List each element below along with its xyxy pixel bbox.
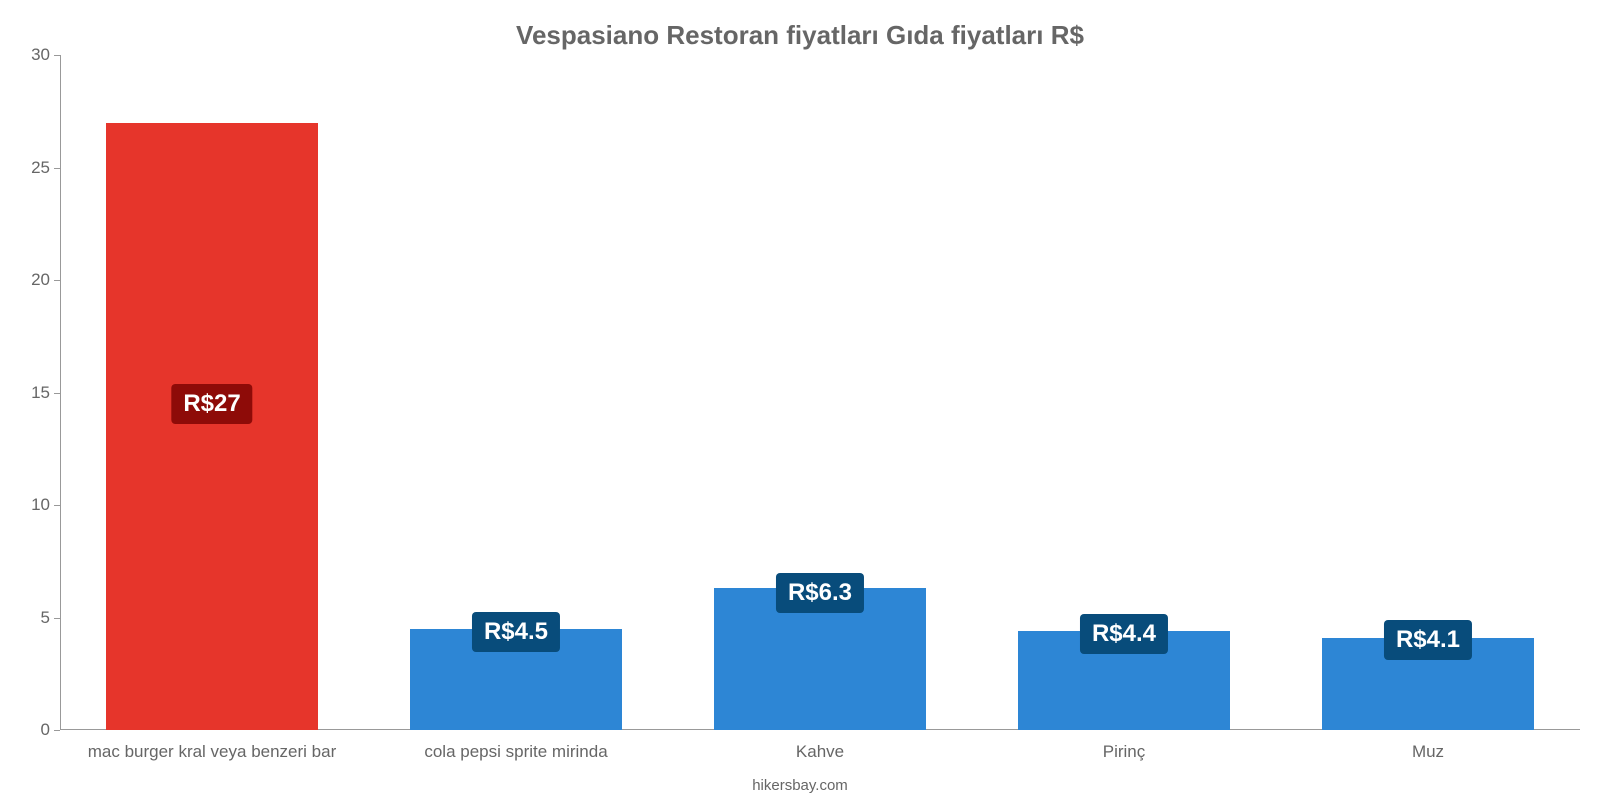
- bar-slot: R$6.3Kahve: [668, 55, 972, 730]
- price-bar-chart: Vespasiano Restoran fiyatları Gıda fiyat…: [0, 0, 1600, 800]
- bar-value-label: R$4.1: [1384, 620, 1472, 660]
- chart-title: Vespasiano Restoran fiyatları Gıda fiyat…: [0, 0, 1600, 51]
- bar-slot: R$4.4Pirinç: [972, 55, 1276, 730]
- x-tick-label: mac burger kral veya benzeri bar: [88, 730, 337, 762]
- bar-slot: R$27mac burger kral veya benzeri bar: [60, 55, 364, 730]
- bar-slot: R$4.5cola pepsi sprite mirinda: [364, 55, 668, 730]
- bar-value-label: R$6.3: [776, 573, 864, 613]
- y-tick-mark: [54, 730, 60, 731]
- bar-value-label: R$27: [171, 384, 252, 424]
- y-tick-mark: [54, 505, 60, 506]
- plot-area: R$27mac burger kral veya benzeri barR$4.…: [60, 55, 1580, 730]
- y-tick-mark: [54, 393, 60, 394]
- source-label: hikersbay.com: [0, 777, 1600, 794]
- y-tick-mark: [54, 55, 60, 56]
- bars-container: R$27mac burger kral veya benzeri barR$4.…: [60, 55, 1580, 730]
- x-tick-label: Pirinç: [1103, 730, 1146, 762]
- bar-value-label: R$4.5: [472, 612, 560, 652]
- bar: [106, 123, 319, 731]
- y-tick-mark: [54, 168, 60, 169]
- x-tick-label: cola pepsi sprite mirinda: [424, 730, 607, 762]
- y-tick-mark: [54, 618, 60, 619]
- y-tick-mark: [54, 280, 60, 281]
- bar-slot: R$4.1Muz: [1276, 55, 1580, 730]
- bar-value-label: R$4.4: [1080, 614, 1168, 654]
- x-tick-label: Kahve: [796, 730, 844, 762]
- x-tick-label: Muz: [1412, 730, 1444, 762]
